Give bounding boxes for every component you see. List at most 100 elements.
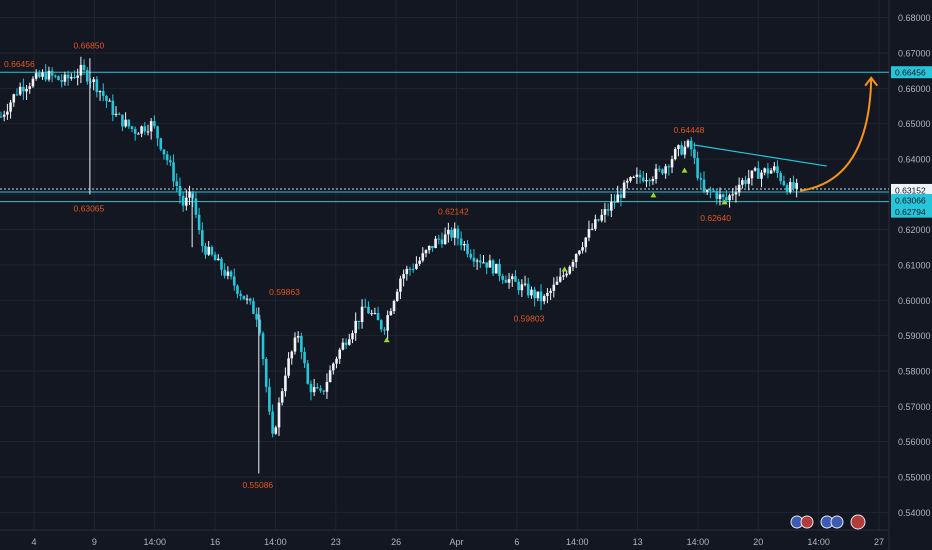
candles	[0, 56, 798, 474]
candle-body	[437, 238, 441, 240]
x-tick-label: 26	[391, 537, 401, 547]
candle-body	[264, 358, 268, 387]
candle-body	[306, 363, 310, 384]
candle-body	[792, 182, 795, 189]
axis-price-box[interactable]	[891, 194, 932, 207]
candle-body	[98, 91, 102, 93]
candle-body	[699, 178, 703, 180]
candle-body	[683, 146, 687, 155]
candle-body	[175, 181, 179, 187]
candle-body	[472, 257, 476, 262]
candle-body	[418, 260, 421, 264]
axis-price-box[interactable]	[891, 205, 932, 218]
x-tick-label: 16	[210, 537, 220, 547]
candle-body	[718, 194, 722, 199]
candle-body	[766, 168, 770, 174]
y-tick-label: 0.54000	[898, 508, 931, 518]
candle-body	[447, 229, 450, 235]
price-annotation: 0.62142	[438, 207, 469, 217]
candle-body	[114, 113, 118, 115]
candle-body	[354, 320, 357, 334]
y-tick-label: 0.64000	[898, 155, 931, 165]
candle-body	[245, 298, 249, 300]
axis-price-box[interactable]	[891, 66, 932, 79]
candle-body	[696, 158, 699, 179]
candle-body	[210, 246, 214, 255]
candle-body	[574, 254, 578, 262]
candle-body	[229, 271, 233, 277]
candle-body	[25, 88, 28, 92]
candle-body	[629, 177, 632, 181]
x-tick-label: 14:00	[687, 537, 710, 547]
flag-icon-nz[interactable]	[830, 515, 844, 529]
candle-body	[415, 263, 418, 269]
candle-body	[130, 126, 134, 130]
y-tick-label: 0.58000	[898, 367, 931, 377]
candle-body	[399, 278, 402, 292]
candle-body	[443, 234, 447, 245]
candle-body	[239, 293, 242, 296]
candle-body	[232, 276, 236, 286]
axis-price-box[interactable]	[891, 183, 932, 196]
candle-body	[395, 291, 399, 301]
price-annotation: 0.66456	[4, 59, 35, 69]
candle-body	[12, 94, 16, 103]
candle-body	[641, 177, 645, 182]
projection-arrow[interactable]	[799, 77, 873, 192]
y-tick-label: 0.67000	[898, 49, 931, 59]
candle-body	[153, 121, 156, 127]
flag-icon-eu[interactable]	[800, 515, 814, 529]
candle-body	[79, 64, 83, 76]
candle-body	[242, 295, 246, 300]
candle-body	[571, 261, 575, 267]
candle-body	[54, 75, 57, 77]
candle-body	[165, 154, 169, 161]
candle-body	[737, 184, 741, 193]
candle-body	[0, 116, 3, 118]
candle-body	[517, 281, 520, 291]
x-tick-label: 13	[633, 537, 643, 547]
candle-body	[453, 228, 457, 238]
candle-body	[469, 253, 473, 258]
drawings[interactable]	[383, 76, 879, 343]
horizontal-levels[interactable]	[0, 71, 889, 203]
candle-body	[673, 148, 677, 160]
axis-price-box-label: 0.66456	[895, 68, 926, 78]
candle-body	[66, 74, 70, 79]
candle-body	[514, 276, 517, 282]
candle-body	[750, 170, 754, 179]
candle-body	[715, 191, 719, 199]
price-annotation: 0.59803	[514, 313, 545, 323]
candle-body	[146, 131, 150, 133]
time-axis[interactable]: 4 9 14:00 16 14:00 23 26 Apr 6 14:00 13 14:00 20 14:0…	[31, 537, 884, 547]
x-tick-label: 14:00	[566, 537, 589, 547]
flag-icon-us-3[interactable]	[850, 514, 866, 530]
event-flags[interactable]	[790, 514, 866, 530]
candle-body	[785, 185, 789, 193]
candle-body	[654, 168, 658, 180]
candle-body	[648, 180, 651, 182]
candle-body	[705, 189, 709, 192]
candle-body	[788, 182, 792, 193]
candle-body	[494, 263, 498, 274]
candle-body	[28, 86, 32, 89]
candle-body	[2, 114, 6, 117]
candle-body	[625, 180, 629, 183]
candle-body	[485, 262, 489, 268]
price-axis[interactable]: 0.68000 0.67000 0.66000 0.65000 0.64000 0.630…	[891, 13, 932, 518]
candle-body	[424, 250, 428, 254]
price-annotation: 0.63065	[74, 204, 105, 214]
candle-body	[197, 214, 201, 231]
candle-body	[213, 254, 217, 261]
x-tick-label: 14:00	[264, 537, 287, 547]
candle-body	[693, 149, 696, 159]
y-tick-label: 0.60000	[898, 296, 931, 306]
candle-body	[85, 70, 89, 82]
candle-body	[325, 382, 329, 392]
candle-body	[504, 279, 508, 283]
candle-body	[300, 336, 303, 353]
price-annotation: 0.64448	[674, 125, 705, 135]
candle-body	[60, 80, 64, 82]
trendline[interactable]	[693, 144, 827, 167]
